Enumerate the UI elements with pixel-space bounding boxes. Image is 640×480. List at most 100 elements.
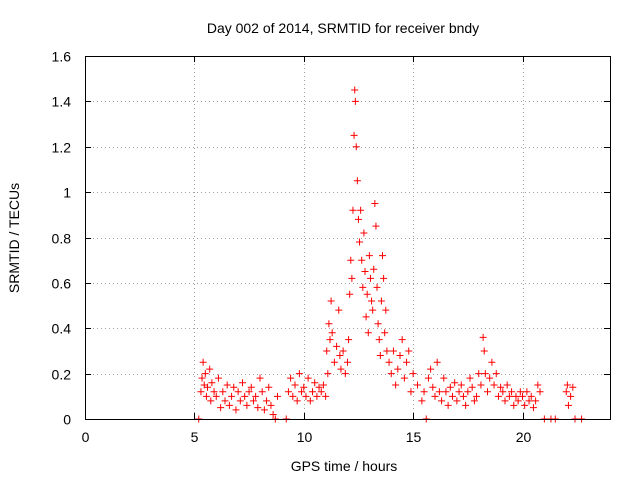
data-point <box>381 329 389 337</box>
data-point <box>394 365 402 373</box>
data-point <box>287 374 295 382</box>
data-point <box>260 406 268 414</box>
y-tick-label: 0.2 <box>52 367 72 383</box>
data-point <box>446 383 454 391</box>
data-point <box>327 297 335 305</box>
data-point <box>525 397 533 405</box>
data-point <box>245 388 253 396</box>
data-point <box>564 401 572 409</box>
data-point <box>337 365 345 373</box>
data-point <box>357 206 365 214</box>
data-point <box>300 383 308 391</box>
data-point <box>339 347 347 355</box>
data-point <box>353 177 361 185</box>
data-point <box>219 388 227 396</box>
data-point <box>361 268 369 276</box>
data-point <box>341 370 349 378</box>
x-tick-label: 15 <box>406 429 422 445</box>
data-point <box>298 388 306 396</box>
data-point <box>207 397 215 405</box>
data-point <box>201 370 209 378</box>
data-point <box>492 370 500 378</box>
data-point <box>214 374 222 382</box>
data-point <box>505 392 513 400</box>
data-point <box>569 383 577 391</box>
data-point <box>315 383 323 391</box>
data-point <box>459 392 467 400</box>
data-point <box>457 381 465 389</box>
data-point <box>534 381 542 389</box>
y-axis-label: SRMTID / TECUs <box>6 183 22 293</box>
data-point <box>368 297 376 305</box>
data-point <box>529 404 537 412</box>
data-point <box>351 97 359 105</box>
data-point <box>371 199 379 207</box>
data-point <box>254 404 262 412</box>
data-point <box>536 388 544 396</box>
data-point <box>532 397 540 405</box>
data-point <box>322 392 330 400</box>
data-point <box>379 252 386 260</box>
data-point <box>512 392 520 400</box>
data-point <box>567 392 575 400</box>
data-point <box>375 336 383 344</box>
data-point <box>198 374 206 382</box>
data-point <box>453 397 461 405</box>
tick-labels: 0 5 10 15 20 0 0.2 0.4 0.6 0.8 1 1.2 1.4 1.6 <box>52 49 532 446</box>
data-point <box>328 329 336 337</box>
data-point <box>523 388 531 396</box>
grid-lines <box>85 56 610 419</box>
data-point <box>333 342 341 350</box>
data-point <box>424 374 432 382</box>
data-point <box>202 392 210 400</box>
data-point <box>365 252 373 260</box>
data-point <box>323 347 331 355</box>
data-point <box>289 392 297 400</box>
data-point <box>444 401 452 409</box>
data-point <box>249 397 257 405</box>
data-point <box>486 374 494 382</box>
data-point <box>503 381 511 389</box>
data-point <box>514 397 522 405</box>
data-point <box>510 401 518 409</box>
data-point <box>490 381 498 389</box>
data-point <box>274 392 281 400</box>
data-point <box>206 365 214 373</box>
data-point <box>372 222 380 230</box>
data-point <box>363 290 371 298</box>
data-point <box>521 401 529 409</box>
y-tick-label: 1.6 <box>52 49 72 65</box>
data-point <box>309 388 316 396</box>
data-point <box>258 388 266 396</box>
data-point <box>403 358 411 366</box>
data-point <box>481 370 489 378</box>
data-point <box>497 383 505 391</box>
data-point <box>335 306 343 314</box>
data-point <box>449 392 456 400</box>
data-point <box>370 265 378 273</box>
data-point <box>418 397 426 405</box>
data-point <box>466 374 474 382</box>
data-point <box>377 297 385 305</box>
data-point <box>230 383 238 391</box>
x-tick-label: 20 <box>516 429 532 445</box>
data-point <box>527 392 535 400</box>
data-point <box>516 388 524 396</box>
x-tick-label: 0 <box>82 429 90 445</box>
data-point <box>480 347 488 355</box>
data-point <box>462 401 470 409</box>
plot-frame <box>85 56 611 420</box>
data-point <box>468 383 476 391</box>
data-point <box>326 336 334 344</box>
data-point <box>484 388 491 396</box>
data-point <box>433 358 441 366</box>
data-point <box>409 370 417 378</box>
data-point <box>477 381 485 389</box>
data-point <box>267 401 275 409</box>
data-point <box>325 320 333 328</box>
data-point <box>232 406 240 414</box>
data-point <box>291 381 299 389</box>
data-point <box>197 388 205 396</box>
data-point <box>351 86 359 94</box>
